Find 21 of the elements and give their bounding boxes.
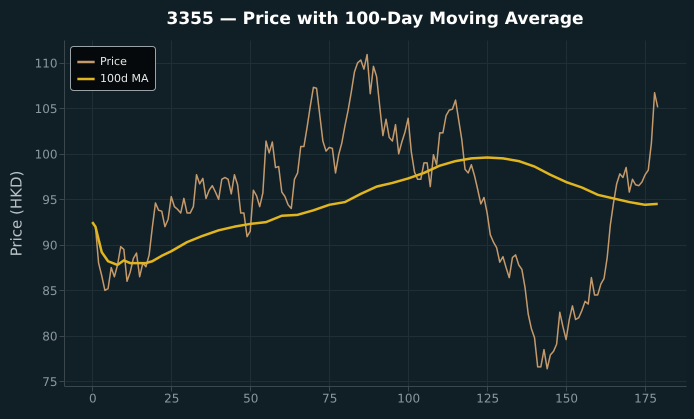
legend-label: 100d MA (100, 72, 149, 85)
y-tick-label: 85 (42, 284, 58, 298)
legend-label: Price (100, 55, 128, 68)
x-tick-label: 50 (243, 392, 258, 406)
y-tick-label: 105 (34, 102, 58, 116)
y-tick-label: 80 (42, 329, 58, 344)
x-tick-label: 150 (555, 392, 578, 406)
x-tick-label: 75 (322, 392, 338, 406)
x-tick-label: 125 (476, 392, 500, 406)
x-tick-label: 175 (634, 392, 658, 406)
y-tick-label: 100 (34, 147, 58, 162)
y-tick-label: 95 (42, 192, 58, 207)
y-tick-label: 110 (34, 56, 58, 70)
line-series (91, 156, 659, 266)
y-tick-label: 90 (42, 238, 58, 252)
y-axis-title: Price (HKD) (8, 170, 26, 256)
chart-title: 3355 — Price with 100-Day Moving Average (166, 9, 584, 29)
x-tick-label: 25 (164, 392, 180, 406)
x-tick-label: 100 (397, 392, 420, 406)
y-tick-label: 75 (42, 374, 58, 389)
x-tick-label: 0 (88, 392, 97, 406)
